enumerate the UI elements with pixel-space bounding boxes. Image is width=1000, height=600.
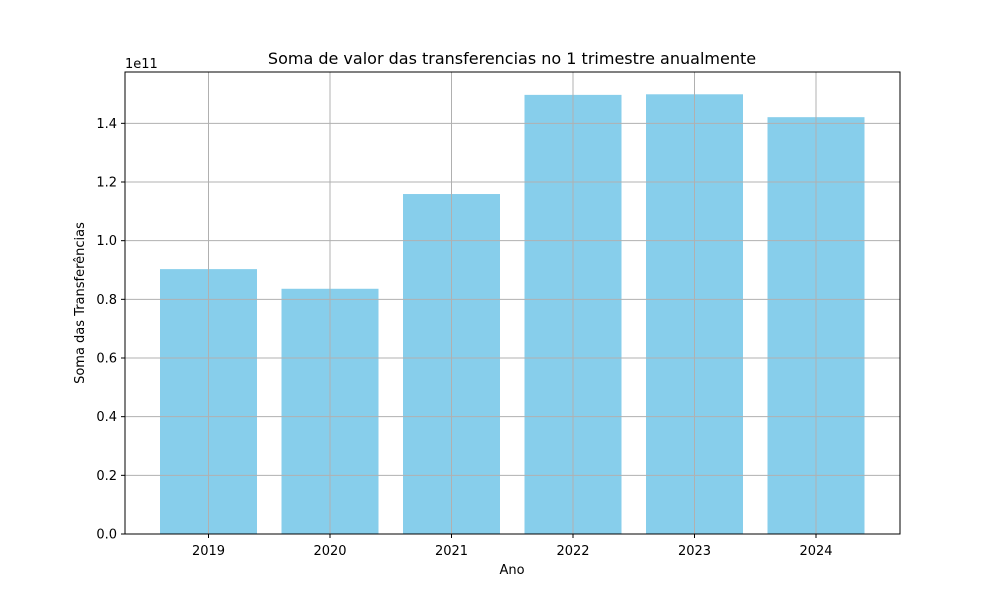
x-tick-label-2021: 2021 [435, 544, 468, 559]
y-tick-label-0.8: 0.8 [96, 293, 117, 308]
y-axis-label: Soma das Transferências [73, 222, 88, 384]
y-tick-label-0.6: 0.6 [96, 352, 117, 367]
y-offset-label: 1e11 [125, 57, 158, 72]
x-tick-label-2019: 2019 [192, 544, 225, 559]
y-tick-label-1.0: 1.0 [96, 234, 117, 249]
chart-title: Soma de valor das transferencias no 1 tr… [268, 49, 756, 68]
x-tick-label-2023: 2023 [678, 544, 711, 559]
x-tick-label-2022: 2022 [556, 544, 589, 559]
x-tick-label-2020: 2020 [313, 544, 346, 559]
plot-frame [124, 71, 901, 535]
y-tick-label-0.4: 0.4 [96, 410, 117, 425]
y-tick-label-0.0: 0.0 [96, 528, 117, 543]
x-tick-label-2024: 2024 [799, 544, 832, 559]
bars [160, 94, 865, 534]
y-tick-label-1.4: 1.4 [96, 117, 117, 132]
x-axis-label: Ano [499, 563, 524, 578]
y-tick-label-1.2: 1.2 [96, 176, 117, 191]
y-tick-label-0.2: 0.2 [96, 469, 117, 484]
ticks: 0.0 0.2 0.4 0.6 0.8 1.0 1.2 1.4 2019 2020 2021 2022… [96, 117, 832, 559]
